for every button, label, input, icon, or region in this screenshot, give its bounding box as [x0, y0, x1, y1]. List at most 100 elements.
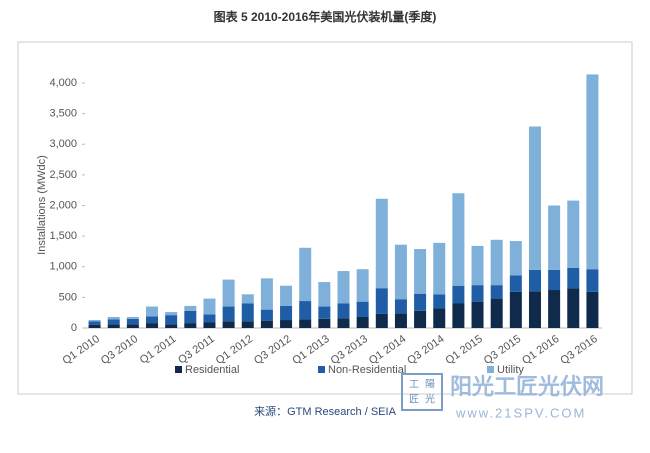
bar-segment: [528, 126, 541, 270]
bar-segment: [299, 247, 312, 302]
bar-segment: [490, 285, 503, 299]
bar-segment: [203, 322, 216, 328]
bar-segment: [203, 298, 216, 315]
bar-segment: [260, 320, 273, 328]
bar-segment: [260, 309, 273, 321]
bar-segment: [375, 198, 388, 289]
bar-segment: [107, 316, 120, 320]
bar-segment: [318, 282, 331, 307]
bar-segment: [490, 239, 503, 286]
bar-segment: [88, 321, 101, 325]
bar-segment: [107, 324, 120, 328]
bar-segment: [433, 308, 446, 328]
watermark-url: www.21SPV.COM: [455, 405, 586, 420]
bar-segment: [394, 299, 407, 314]
bar-segment: [280, 305, 293, 321]
bar-segment: [165, 315, 178, 325]
y-tick-label: 1,000: [49, 261, 77, 273]
bar-segment: [490, 298, 503, 328]
y-tick-label: 0: [71, 322, 77, 334]
watermark-logo-char: 陽: [425, 379, 435, 391]
y-tick-label: 3,500: [49, 108, 77, 120]
bar-segment: [222, 279, 235, 307]
bar-segment: [509, 241, 522, 276]
bar-segment: [222, 321, 235, 328]
bar-segment: [88, 324, 101, 328]
bar-segment: [375, 313, 388, 328]
bar-segment: [107, 319, 120, 325]
legend-swatch: [318, 366, 325, 373]
bar-segment: [126, 316, 139, 319]
bar-segment: [452, 193, 465, 286]
bar-segment: [146, 316, 159, 324]
bar-segment: [146, 323, 159, 328]
bar-segment: [452, 285, 465, 304]
bar-segment: [414, 310, 427, 328]
bar-segment: [394, 244, 407, 300]
bar-segment: [184, 323, 197, 328]
bar-segment: [318, 318, 331, 328]
bar-segment: [299, 301, 312, 320]
source: 来源：GTM Research / SEIA: [254, 404, 396, 418]
bar-segment: [528, 291, 541, 328]
bar-segment: [356, 301, 369, 317]
legend-swatch: [175, 366, 182, 373]
watermark-logo-char: 匠: [409, 394, 419, 406]
y-tick-label: 500: [59, 291, 77, 303]
bar-segment: [241, 294, 254, 304]
legend-label: Residential: [185, 364, 239, 376]
watermark-logo-char: 光: [425, 393, 435, 406]
y-tick-label: 2,500: [49, 169, 77, 181]
bar-segment: [184, 310, 197, 324]
bar-segment: [586, 74, 599, 270]
legend-swatch: [487, 366, 494, 373]
bar-segment: [414, 248, 427, 294]
bar-segment: [241, 303, 254, 322]
bar-segment: [126, 318, 139, 325]
bar-segment: [318, 306, 331, 319]
bar-segment: [260, 278, 273, 310]
bar-segment: [337, 271, 350, 304]
y-tick-label: 2,000: [49, 199, 77, 211]
bar-segment: [548, 269, 561, 291]
bar-segment: [471, 285, 484, 302]
bar-segment: [586, 269, 599, 292]
bar-segment: [509, 275, 522, 292]
bar-segment: [567, 288, 580, 328]
watermark-logo-char: 工: [409, 380, 419, 391]
legend-label: Utility: [497, 364, 524, 376]
bar-segment: [126, 324, 139, 328]
watermark-logo: [401, 373, 443, 411]
bar-segment: [165, 312, 178, 316]
bar-segment: [567, 267, 580, 289]
y-axis-title: Installations (MWdc): [36, 155, 48, 255]
bar-segment: [433, 294, 446, 309]
chart-title: 图表 5 2010-2016年美国光伏装机量(季度): [214, 9, 437, 24]
bar-segment: [433, 242, 446, 295]
bar-segment: [509, 291, 522, 328]
bar-segment: [280, 320, 293, 328]
bar-segment: [356, 269, 369, 302]
bar-segment: [375, 288, 388, 314]
bar-segment: [222, 306, 235, 322]
bar-segment: [241, 321, 254, 328]
bar-segment: [203, 314, 216, 323]
y-tick-label: 1,500: [49, 230, 77, 242]
bar-segment: [548, 205, 561, 270]
bar-segment: [337, 318, 350, 328]
bar-segment: [471, 301, 484, 328]
bar-segment: [146, 306, 159, 317]
bar-segment: [356, 316, 369, 328]
bar-segment: [299, 319, 312, 328]
y-tick-label: 3,000: [49, 138, 77, 150]
bar-segment: [528, 269, 541, 292]
y-tick-label: 4,000: [49, 77, 77, 89]
bar-segment: [280, 285, 293, 306]
bar-segment: [88, 320, 101, 322]
bar-segment: [394, 313, 407, 328]
bar-segment: [548, 290, 561, 328]
bar-segment: [567, 200, 580, 268]
bar-segment: [452, 303, 465, 328]
